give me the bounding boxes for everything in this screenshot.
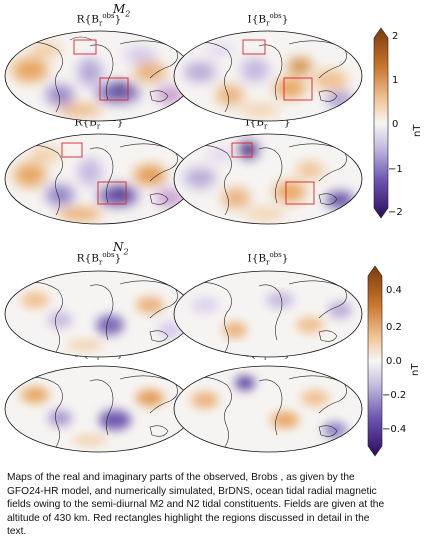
panel-label-imag-obs-n2: I{Brobs} xyxy=(247,251,289,267)
figure-caption: Maps of the real and imaginary parts of … xyxy=(7,471,421,539)
panel-label-real-obs-n2: R{Brobs} xyxy=(76,251,122,267)
caption-line-5: text. xyxy=(7,526,27,538)
panel-label-imag-obs: I{Brobs} xyxy=(247,12,289,28)
map-real-dns-m2 xyxy=(5,134,193,224)
caption-line-4: altitude of 430 km. Red rectangles highl… xyxy=(7,512,370,524)
m2-colorbar-unit: nT xyxy=(412,124,423,137)
n2-colorbar-tick-lower: −0.2 xyxy=(382,390,407,401)
caption-line-1: Maps of the real and imaginary parts of … xyxy=(7,472,355,483)
n2-colorbar-tick-bottom: −0.4 xyxy=(382,424,407,435)
m2-colorbar-tick-top: 2 xyxy=(392,31,399,42)
n2-colorbar-tick-zero: 0.0 xyxy=(386,356,402,367)
map-real-obs-n2 xyxy=(5,271,193,357)
n2-colorbar-tick-top: 0.4 xyxy=(386,285,402,296)
map-imag-dns-n2 xyxy=(174,366,362,452)
m2-colorbar-tick-upper: 1 xyxy=(392,75,399,86)
n2-colorbar xyxy=(367,265,383,457)
map-real-dns-n2 xyxy=(5,366,193,452)
n2-colorbar-tick-upper: 0.2 xyxy=(386,322,402,333)
m2-title: M2 xyxy=(113,2,131,19)
map-imag-obs-n2 xyxy=(174,271,362,357)
caption-line-3: fields owing to the semi-diurnal M2 and … xyxy=(7,499,385,511)
map-imag-dns-m2 xyxy=(174,134,362,224)
map-imag-obs-m2 xyxy=(174,31,362,121)
m2-colorbar-tick-zero: 0 xyxy=(392,119,399,130)
panel-label-real-obs: R{Brobs} xyxy=(76,12,122,28)
m2-colorbar-tick-lower: −1 xyxy=(388,164,403,175)
n2-colorbar-unit: nT xyxy=(410,363,421,376)
m2-colorbar-tick-bottom: −2 xyxy=(388,207,403,218)
m2-map-panels xyxy=(4,30,363,225)
caption-line-2: GFO24-HR model, and numerically simulate… xyxy=(7,485,377,497)
n2-map-panels xyxy=(4,270,363,453)
m2-colorbar xyxy=(373,27,389,219)
map-real-obs-m2 xyxy=(5,31,193,121)
n2-title: N2 xyxy=(113,240,129,257)
